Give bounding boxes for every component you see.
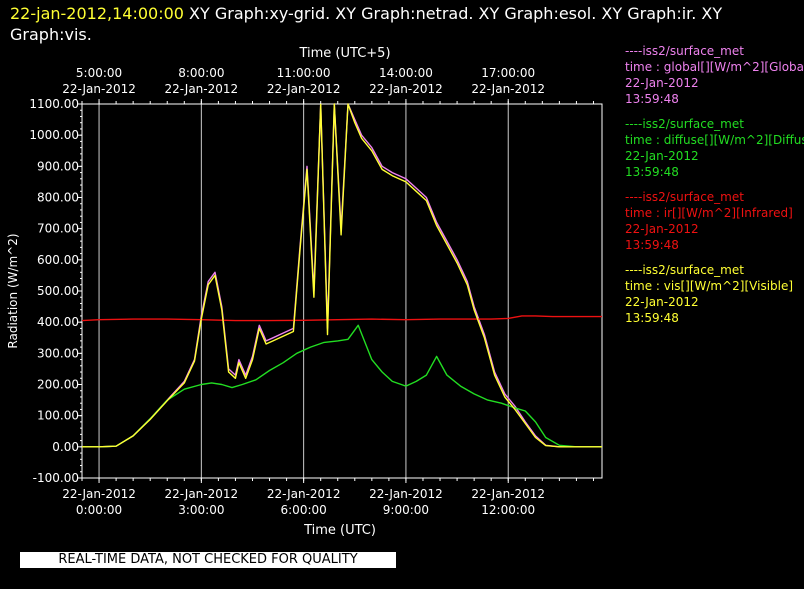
legend-diffuse: ----iss2/surface_met time : diffuse[][W/… [625,116,804,180]
axis-ticks: -100.00 0.00 100.00 200.00 300.00 400.00 500.0… [29,66,594,517]
y-tick-label-2: 100.00 [37,409,79,423]
x2-tick-date-1: 22-Jan-2012 [165,82,239,96]
x-tick-time-0: 0:00:00 [76,503,122,517]
x2-tick-date-2: 22-Jan-2012 [267,82,341,96]
x-tick-date-3: 22-Jan-2012 [369,487,443,501]
y-axis-label: Radiation (W/m^2) [6,233,20,348]
x-tick-date-1: 22-Jan-2012 [165,487,239,501]
legend-vis-date: 22-Jan-2012 [625,295,699,309]
series-line-diffuse [82,324,602,448]
y-tick-label-11: 1000.00 [29,128,79,142]
x-tick-date-2: 22-Jan-2012 [267,487,341,501]
legend-ir-date: 22-Jan-2012 [625,222,699,236]
x2-tick-time-3: 14:00:00 [379,66,433,80]
x2-tick-time-1: 8:00:00 [178,66,224,80]
x-tick-date-0: 22-Jan-2012 [62,487,136,501]
x2-tick-date-4: 22-Jan-2012 [471,82,545,96]
x2-tick-date-3: 22-Jan-2012 [369,82,443,96]
legend-vis-variable: time : vis[][W/m^2][Visible] [625,279,794,293]
quality-disclaimer: REAL-TIME DATA, NOT CHECKED FOR QUALITY [20,552,396,568]
x-tick-time-1: 3:00:00 [178,503,224,517]
legend-diffuse-date: 22-Jan-2012 [625,149,699,163]
legend-diffuse-source: ----iss2/surface_met [625,117,744,131]
legend-global: ----iss2/surface_met time : global[][W/m… [625,43,804,107]
x2-tick-date-0: 22-Jan-2012 [62,82,136,96]
header-graph-list: XY Graph:xy-grid. XY Graph:netrad. XY Gr… [10,4,723,44]
legend-global-variable: time : global[][W/m^2][Global [625,60,804,74]
y-tick-label-6: 500.00 [37,284,79,298]
legend-diffuse-variable: time : diffuse[][W/m^2][Diffuse [625,133,804,147]
header-title: 22-jan-2012,14:00:00 XY Graph:xy-grid. X… [10,3,800,45]
y-tick-label-7: 600.00 [37,253,79,267]
y-tick-label-10: 900.00 [37,159,79,173]
x2-axis-label: Time (UTC+5) [298,46,390,61]
x-tick-time-3: 9:00:00 [383,503,429,517]
legend-global-date: 22-Jan-2012 [625,76,699,90]
legend-global-source: ----iss2/surface_met [625,44,744,58]
legend-vis-time: 13:59:48 [625,311,679,325]
y-tick-label-0: -100.00 [33,471,79,485]
x-tick-time-4: 12:00:00 [481,503,535,517]
legend-vis-source: ----iss2/surface_met [625,263,744,277]
legend-ir-variable: time : ir[][W/m^2][Infrared] [625,206,793,220]
series-layer [81,103,602,448]
y-tick-label-9: 800.00 [37,191,79,205]
y-tick-label-1: 0.00 [52,440,79,454]
x-tick-date-4: 22-Jan-2012 [471,487,545,501]
legend-ir-source: ----iss2/surface_met [625,190,744,204]
legend-vis: ----iss2/surface_met time : vis[][W/m^2]… [625,262,804,326]
series-line-vis [82,103,602,448]
y-tick-label-3: 200.00 [37,378,79,392]
y-tick-label-5: 400.00 [37,315,79,329]
legend-ir: ----iss2/surface_met time : ir[][W/m^2][… [625,189,804,253]
series-line-global [82,103,602,448]
x-axis-label: Time (UTC) [303,523,376,538]
grid-lines [98,104,509,478]
x-tick-time-2: 6:00:00 [281,503,327,517]
legend-global-time: 13:59:48 [625,92,679,106]
legend-diffuse-time: 13:59:48 [625,165,679,179]
x2-tick-time-0: 5:00:00 [76,66,122,80]
legend-ir-time: 13:59:48 [625,238,679,252]
header-timestamp: 22-jan-2012,14:00:00 [10,4,184,23]
y-tick-label-4: 300.00 [37,346,79,360]
y-tick-label-8: 700.00 [37,222,79,236]
x2-tick-time-2: 11:00:00 [277,66,331,80]
series-line-ir [81,315,602,322]
x2-tick-time-4: 17:00:00 [481,66,535,80]
y-tick-label-12: 1100.00 [29,97,79,111]
